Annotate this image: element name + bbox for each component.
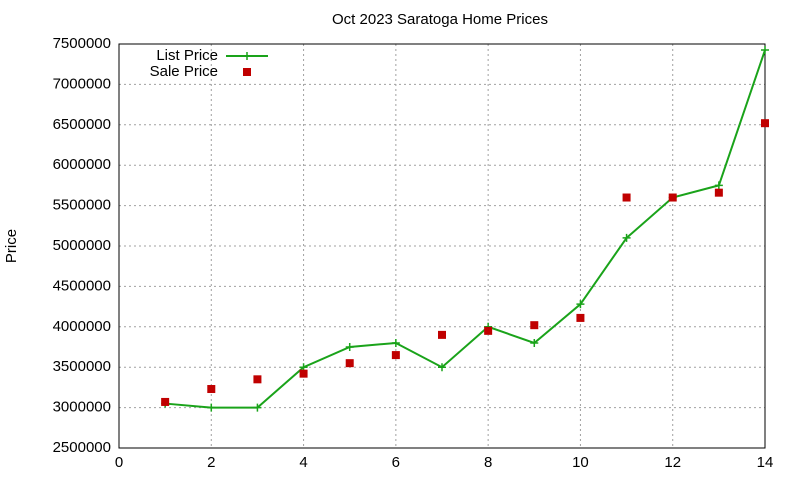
y-axis-label: Price [3, 229, 20, 263]
x-tick-label: 4 [299, 454, 307, 471]
point [207, 403, 216, 412]
point [530, 338, 539, 347]
point [391, 338, 400, 347]
point [622, 193, 631, 202]
y-tick-label: 4000000 [53, 318, 111, 335]
line [165, 49, 766, 409]
y-tick-label: 7500000 [53, 35, 111, 52]
y-tick-label: 6500000 [53, 116, 111, 133]
legend-label: List Price [156, 47, 218, 64]
x-tick-label: 14 [757, 454, 774, 471]
point [761, 119, 769, 128]
point [576, 300, 585, 309]
point [622, 233, 631, 242]
legend-label: Sale Price [150, 63, 218, 80]
point [161, 397, 170, 406]
x-tick-label: 10 [572, 454, 589, 471]
point [299, 369, 308, 378]
legend-marker [243, 52, 251, 60]
point [576, 313, 585, 322]
y-tick-label: 5000000 [53, 237, 111, 254]
point [345, 343, 354, 351]
y-tick-label: 3000000 [53, 399, 111, 416]
x-tick-label: 12 [664, 454, 681, 471]
y-tick-label: 2500000 [53, 439, 111, 456]
plot-border [118, 43, 766, 449]
y-tick-label: 6000000 [53, 156, 111, 173]
point [207, 385, 216, 394]
point [253, 375, 262, 384]
x-tick-label: 6 [392, 454, 400, 471]
point [438, 363, 446, 372]
y-tick-label: 5500000 [53, 197, 111, 214]
point [714, 188, 723, 197]
y-tick-label: 7000000 [53, 75, 111, 92]
y-tick-label: 3500000 [53, 358, 111, 375]
point [761, 46, 769, 55]
x-tick-label: 8 [484, 454, 492, 471]
x-tick-label: 2 [207, 454, 215, 471]
point [345, 359, 354, 368]
point [484, 326, 493, 335]
point [253, 403, 262, 412]
point [714, 181, 723, 190]
legend-marker [243, 68, 251, 76]
x-tick-label: 0 [115, 454, 123, 471]
point [438, 330, 446, 339]
chart-title: Oct 2023 Saratoga Home Prices [332, 11, 548, 28]
y-tick-label: 4500000 [53, 277, 111, 294]
point [668, 193, 677, 202]
point [530, 321, 539, 330]
point [391, 351, 400, 360]
